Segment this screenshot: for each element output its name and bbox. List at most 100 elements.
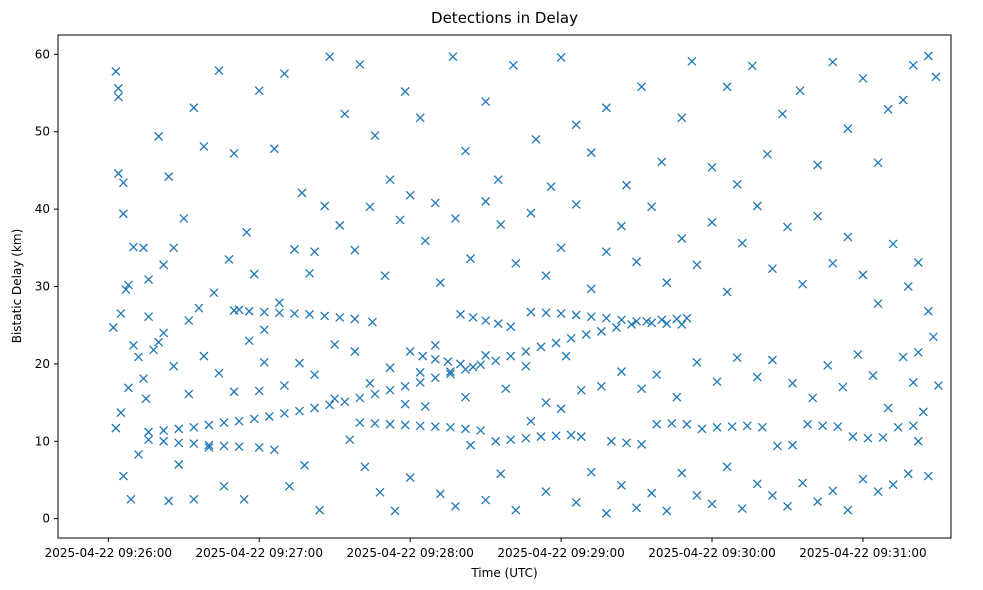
- data-point-x-marker: [129, 242, 138, 252]
- data-point-x-marker: [898, 352, 908, 362]
- data-point-x-marker: [335, 312, 345, 322]
- data-point-x-marker: [747, 61, 757, 71]
- data-point-x-marker: [647, 318, 657, 328]
- data-point-x-marker: [448, 52, 458, 62]
- data-point-x-marker: [491, 356, 501, 366]
- data-point-x-marker: [637, 82, 647, 92]
- x-axis-ticks: 2025-04-22 09:26:00 2025-04-22 09:27:00 20…: [45, 538, 927, 560]
- data-point-x-marker: [601, 247, 611, 257]
- data-point-x-marker: [430, 373, 440, 383]
- data-point-x-marker: [367, 317, 377, 327]
- data-point-x-marker: [798, 279, 808, 289]
- data-point-x-marker: [657, 315, 667, 325]
- data-point-x-marker: [918, 407, 928, 417]
- data-point-x-marker: [219, 441, 229, 451]
- data-point-x-marker: [139, 243, 148, 253]
- data-point-x-marker: [435, 489, 445, 499]
- data-point-x-marker: [662, 278, 672, 288]
- data-point-x-marker: [289, 309, 299, 319]
- data-point-x-marker: [450, 213, 460, 223]
- data-point-x-marker: [430, 198, 440, 208]
- data-point-x-marker: [833, 422, 843, 432]
- data-point-x-marker: [159, 436, 169, 446]
- data-point-x-marker: [370, 131, 380, 141]
- data-point-x-marker: [154, 337, 164, 347]
- data-point-x-marker: [345, 435, 355, 445]
- data-point-x-marker: [415, 377, 425, 387]
- data-point-x-marker: [174, 438, 184, 448]
- data-point-x-marker: [330, 394, 340, 404]
- data-point-x-marker: [370, 389, 380, 399]
- data-point-x-marker: [144, 275, 154, 284]
- data-point-x-marker: [596, 326, 606, 336]
- chart-title: Detections in Delay: [431, 9, 578, 27]
- data-point-x-marker: [242, 227, 252, 237]
- data-point-x-marker: [259, 325, 269, 335]
- data-point-x-marker: [571, 497, 581, 507]
- data-point-x-marker: [279, 69, 289, 79]
- data-point-x-marker: [370, 419, 380, 428]
- data-point-x-marker: [269, 144, 279, 154]
- data-point-x-marker: [556, 243, 566, 253]
- data-point-x-marker: [340, 109, 350, 119]
- data-point-x-marker: [627, 319, 636, 329]
- data-point-x-marker: [194, 303, 204, 313]
- data-point-x-marker: [234, 442, 244, 452]
- data-point-x-marker: [571, 310, 581, 320]
- data-point-x-marker: [596, 381, 606, 391]
- data-point-x-marker: [259, 357, 269, 367]
- data-point-x-marker: [931, 72, 941, 82]
- data-point-x-marker: [888, 239, 898, 249]
- data-point-x-marker: [134, 352, 143, 362]
- data-point-x-marker: [141, 394, 151, 404]
- data-point-x-marker: [601, 103, 611, 113]
- data-point-x-marker: [788, 440, 797, 450]
- data-point-x-marker: [254, 86, 264, 96]
- data-point-x-marker: [883, 104, 893, 114]
- data-point-x-marker: [687, 56, 697, 66]
- data-point-x-marker: [289, 244, 299, 254]
- data-point-x-marker: [677, 113, 687, 123]
- data-point-x-marker: [239, 494, 249, 504]
- data-point-x-marker: [481, 196, 491, 206]
- data-point-x-marker: [443, 357, 453, 367]
- y-tick-label: 0: [42, 512, 50, 526]
- data-point-x-marker: [468, 362, 478, 372]
- data-point-x-marker: [390, 506, 400, 516]
- data-point-x-marker: [144, 312, 154, 322]
- data-point-x-marker: [923, 306, 933, 316]
- data-point-x-marker: [169, 361, 179, 371]
- data-point-x-marker: [883, 403, 893, 413]
- data-point-x-marker: [445, 422, 455, 432]
- data-point-x-marker: [113, 83, 123, 93]
- data-point-x-marker: [340, 397, 350, 407]
- data-point-x-marker: [450, 501, 460, 511]
- data-point-x-marker: [581, 330, 591, 339]
- data-point-x-marker: [853, 350, 863, 360]
- data-point-x-marker: [129, 340, 138, 350]
- data-point-x-marker: [662, 506, 672, 516]
- data-point-x-marker: [365, 378, 375, 388]
- data-point-x-marker: [642, 316, 652, 326]
- y-tick-label: 30: [35, 280, 50, 294]
- data-point-x-marker: [350, 314, 360, 324]
- data-point-x-marker: [667, 419, 677, 428]
- data-point-x-marker: [878, 432, 888, 442]
- data-point-x-marker: [526, 416, 536, 426]
- data-point-x-marker: [622, 180, 631, 190]
- data-point-x-marker: [868, 371, 878, 380]
- data-point-x-marker: [742, 421, 752, 431]
- data-point-x-marker: [647, 488, 657, 498]
- data-point-x-marker: [813, 211, 823, 221]
- data-point-x-marker: [493, 175, 503, 185]
- data-point-x-marker: [506, 351, 516, 361]
- data-point-x-marker: [541, 398, 551, 408]
- data-point-x-marker: [159, 260, 169, 270]
- data-point-x-marker: [752, 201, 762, 211]
- data-point-x-marker: [913, 436, 923, 446]
- data-point-x-marker: [521, 347, 531, 356]
- data-point-x-marker: [541, 487, 551, 497]
- data-point-x-marker: [632, 503, 642, 513]
- data-point-x-marker: [632, 257, 642, 267]
